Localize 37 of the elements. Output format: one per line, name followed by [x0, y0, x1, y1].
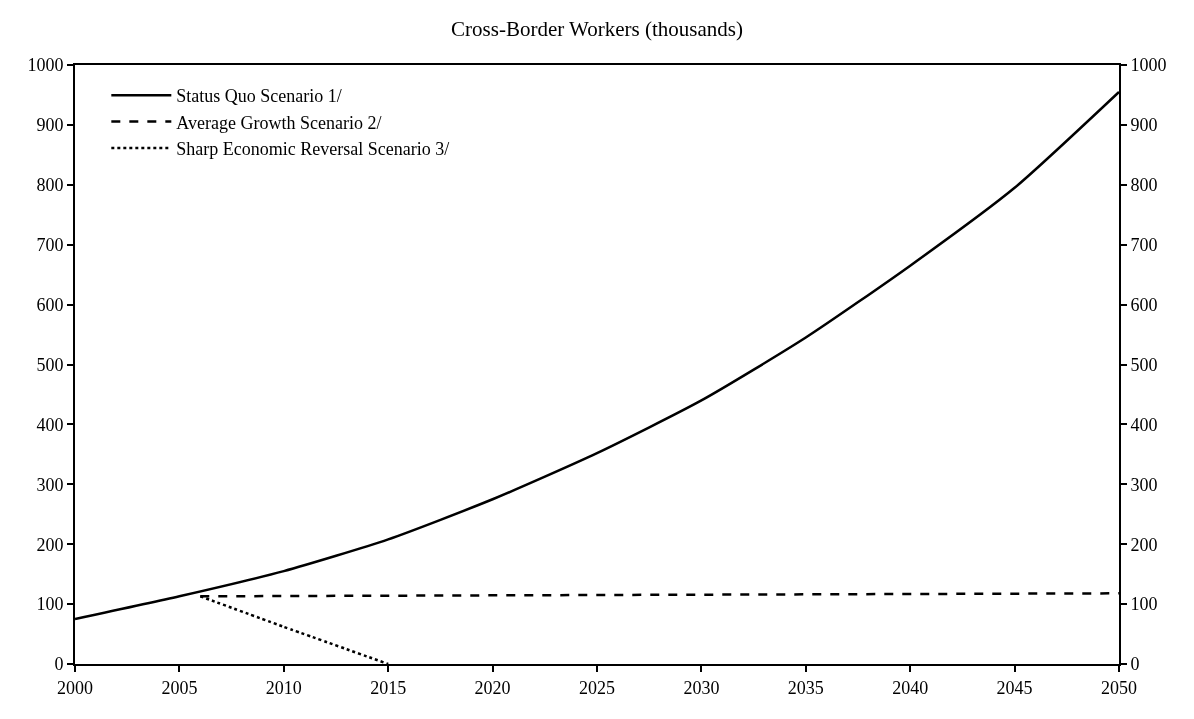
y-tick-label: 100 — [36, 594, 64, 615]
y-tick-label: 200 — [36, 534, 64, 555]
y2-tick-label: 1000 — [1130, 55, 1167, 76]
y-tick-label: 400 — [36, 414, 64, 435]
y-tick-label: 900 — [36, 115, 64, 136]
y2-tick-label: 800 — [1130, 175, 1158, 196]
x-tick-label: 2050 — [1101, 677, 1137, 698]
y2-tick-label: 600 — [1130, 294, 1158, 315]
y-tick-label: 0 — [54, 654, 64, 675]
x-tick-label: 2030 — [683, 677, 720, 698]
x-tick-label: 2035 — [787, 677, 824, 698]
y2-tick-label: 500 — [1130, 354, 1158, 375]
y-tick-label: 500 — [36, 354, 64, 375]
x-tick-label: 2025 — [579, 677, 615, 698]
x-tick-label: 2040 — [892, 677, 929, 698]
legend-label: Average Growth Scenario 2/ — [176, 112, 382, 133]
y-tick-label: 700 — [36, 235, 64, 255]
y-tick-label: 1000 — [27, 55, 64, 76]
x-tick-label: 2020 — [474, 677, 511, 698]
y-tick-label: 300 — [36, 474, 64, 495]
y2-tick-label: 900 — [1130, 115, 1158, 136]
y2-tick-label: 0 — [1130, 654, 1140, 675]
y2-tick-label: 700 — [1130, 235, 1158, 255]
chart-title: Cross-Border Workers (thousands) — [451, 17, 743, 42]
x-tick-label: 2045 — [996, 677, 1033, 698]
x-tick-label: 2000 — [57, 677, 93, 698]
x-tick-label: 2010 — [265, 677, 302, 698]
y2-tick-label: 400 — [1130, 414, 1158, 435]
y-tick-label: 800 — [36, 175, 64, 196]
x-tick-label: 2015 — [370, 677, 407, 698]
y2-tick-label: 300 — [1130, 474, 1158, 495]
y2-tick-label: 200 — [1130, 534, 1158, 555]
legend-label: Sharp Economic Reversal Scenario 3/ — [176, 139, 450, 159]
y-tick-label: 600 — [36, 294, 64, 315]
y2-tick-label: 100 — [1130, 594, 1158, 615]
x-tick-label: 2005 — [161, 677, 198, 698]
legend-label: Status Quo Scenario 1/ — [176, 86, 342, 107]
